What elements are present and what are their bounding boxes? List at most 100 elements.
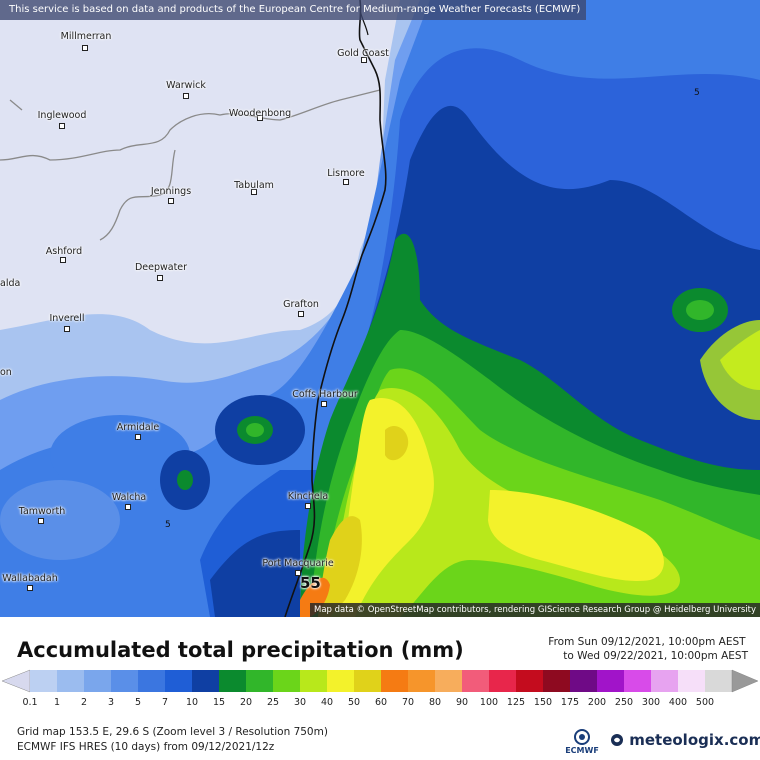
place-coffs-harbour[interactable]: Coffs Harbour (292, 389, 358, 400)
scale-tick-label: 70 (401, 697, 415, 708)
scale-swatch (138, 670, 166, 692)
place-marker (125, 504, 131, 510)
color-scale-ticks: 0.1 1 2 3 5 7 10 15 20 25 30 40 50 60 70 80 90 100 125 150 1… (0, 697, 760, 711)
place-lismore[interactable]: Lismore (327, 168, 365, 179)
scale-tick-label: 500 (695, 697, 715, 708)
scale-swatch (165, 670, 193, 692)
place-marker (361, 57, 367, 63)
scale-tick-label: 200 (587, 697, 607, 708)
grid-info-text: Grid map 153.5 E, 29.6 S (Zoom level 3 /… (17, 726, 328, 738)
scale-tick-label: 7 (161, 697, 169, 708)
place-gold-coast[interactable]: Gold Coast (337, 48, 389, 59)
scale-swatch (651, 670, 679, 692)
scale-tick-label: 90 (455, 697, 469, 708)
scale-swatch (381, 670, 409, 692)
max-value-label: 55 (300, 574, 321, 592)
place-tabulam[interactable]: Tabulam (234, 180, 274, 191)
precipitation-map[interactable]: This service is based on data and produc… (0, 0, 760, 617)
scale-tick-label: 1 (53, 697, 61, 708)
scale-tick-label: 400 (668, 697, 688, 708)
scale-swatch (192, 670, 220, 692)
ecmwf-logo-text: ECMWF (565, 746, 599, 755)
scale-tick-label: 40 (320, 697, 334, 708)
place-alda[interactable]: alda (0, 278, 21, 289)
scale-swatch (219, 670, 247, 692)
place-marker (257, 115, 263, 121)
place-inverell[interactable]: Inverell (49, 313, 85, 324)
place-marker (251, 189, 257, 195)
place-marker (38, 518, 44, 524)
scale-swatch (84, 670, 112, 692)
scale-swatch (273, 670, 301, 692)
ecmwf-disclaimer-banner: This service is based on data and produc… (0, 0, 587, 20)
place-port-macquarie[interactable]: Port Macquarie (262, 558, 334, 569)
place-inglewood[interactable]: Inglewood (37, 110, 87, 121)
scale-tick-label: 50 (347, 697, 361, 708)
place-marker (64, 326, 70, 332)
time-range-from: From Sun 09/12/2021, 10:00pm AEST (548, 636, 746, 648)
scale-swatch (327, 670, 355, 692)
place-armidale[interactable]: Armidale (116, 422, 160, 433)
map-info: Grid map 153.5 E, 29.6 S (Zoom level 3 /… (17, 725, 328, 755)
time-range: From Sun 09/12/2021, 10:00pm AEST to Wed… (548, 635, 748, 663)
scale-tick-label: 175 (560, 697, 580, 708)
place-marker (343, 179, 349, 185)
scale-tick-label: 30 (293, 697, 307, 708)
scale-swatch (543, 670, 571, 692)
ecmwf-globe-icon (574, 729, 590, 745)
place-marker (157, 275, 163, 281)
scale-swatch (624, 670, 652, 692)
place-marker (135, 434, 141, 440)
place-jennings[interactable]: Jennings (150, 186, 192, 197)
place-wallabadah[interactable]: Wallabadah (2, 573, 58, 584)
scale-tick-label: 10 (185, 697, 199, 708)
place-woodenbong[interactable]: Woodenbong (228, 108, 292, 119)
place-on[interactable]: on (0, 367, 12, 378)
ecmwf-logo[interactable]: ECMWF (560, 728, 604, 758)
place-marker (168, 198, 174, 204)
place-warwick[interactable]: Warwick (166, 80, 206, 91)
precipitation-field (0, 0, 760, 617)
scale-tick-label: 125 (506, 697, 526, 708)
scale-arrow-right (731, 669, 759, 693)
scale-swatch (408, 670, 436, 692)
place-marker (295, 570, 301, 576)
contour-label: 5 (694, 88, 700, 98)
scale-swatch (435, 670, 463, 692)
scale-swatch (678, 670, 706, 692)
place-kinchela[interactable]: Kinchela (287, 491, 329, 502)
place-walcha[interactable]: Walcha (111, 492, 147, 503)
place-millmerran[interactable]: Millmerran (60, 31, 112, 42)
scale-tick-label: 25 (266, 697, 280, 708)
meteologix-icon (611, 734, 623, 746)
scale-swatch (246, 670, 274, 692)
meteologix-logo[interactable]: meteologix.com (610, 731, 760, 749)
scale-tick-label: 150 (533, 697, 553, 708)
place-marker (27, 585, 33, 591)
scale-tick-label: 3 (107, 697, 115, 708)
place-marker (305, 503, 311, 509)
scale-swatch (300, 670, 328, 692)
place-tamworth[interactable]: Tamworth (18, 506, 66, 517)
map-attribution: Map data © OpenStreetMap contributors, r… (310, 603, 760, 617)
place-ashford[interactable]: Ashford (45, 246, 83, 257)
place-marker (60, 257, 66, 263)
scale-swatch (111, 670, 139, 692)
scale-swatch (597, 670, 625, 692)
scale-tick-label: 5 (134, 697, 142, 708)
place-marker (59, 123, 65, 129)
scale-swatch (705, 670, 733, 692)
scale-tick-label: 100 (479, 697, 499, 708)
scale-tick-label: 300 (641, 697, 661, 708)
scale-tick-label: 20 (239, 697, 253, 708)
place-deepwater[interactable]: Deepwater (134, 262, 188, 273)
place-grafton[interactable]: Grafton (283, 299, 319, 310)
scale-tick-label: 15 (212, 697, 226, 708)
place-marker (82, 45, 88, 51)
place-marker (183, 93, 189, 99)
scale-swatch (57, 670, 85, 692)
scale-swatch (462, 670, 490, 692)
time-range-to: to Wed 09/22/2021, 10:00pm AEST (563, 650, 748, 662)
scale-tick-label: 2 (80, 697, 88, 708)
scale-swatch (354, 670, 382, 692)
